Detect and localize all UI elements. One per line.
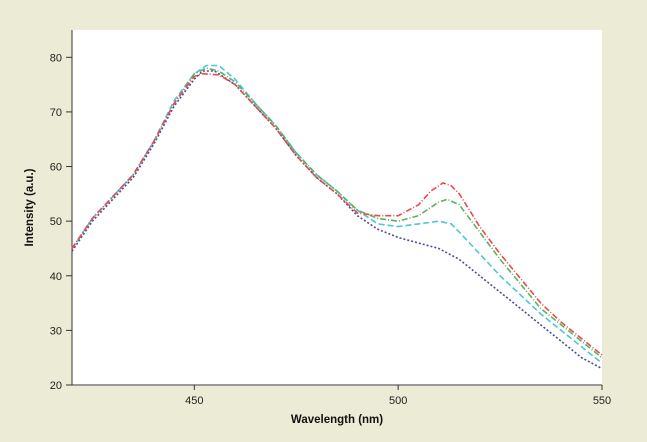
y-tick-label: 30 bbox=[50, 325, 62, 337]
y-tick-label: 70 bbox=[50, 107, 62, 119]
y-tick-label: 40 bbox=[50, 271, 62, 283]
x-tick-label: 550 bbox=[593, 395, 611, 407]
y-axis-title: Intensity (a.u.) bbox=[24, 168, 36, 246]
series-line-1 bbox=[71, 70, 603, 370]
series-lines bbox=[71, 64, 603, 370]
y-tick-label: 60 bbox=[50, 162, 62, 174]
series-line-4 bbox=[71, 72, 603, 356]
y-tick-label: 50 bbox=[50, 216, 62, 228]
x-tick-label: 500 bbox=[389, 395, 407, 407]
x-axis-title: Wavelength (nm) bbox=[291, 414, 383, 426]
y-tick-label: 80 bbox=[50, 52, 62, 64]
x-tick-label: 450 bbox=[185, 395, 203, 407]
y-tick-label: 20 bbox=[50, 380, 62, 392]
y-axis-ticks: 20 30 40 50 60 70 80 bbox=[50, 52, 72, 392]
x-axis-ticks: 450 500 550 bbox=[185, 385, 611, 407]
series-line-3 bbox=[71, 67, 603, 359]
plot-area bbox=[72, 30, 602, 386]
series-line-2 bbox=[71, 64, 603, 364]
